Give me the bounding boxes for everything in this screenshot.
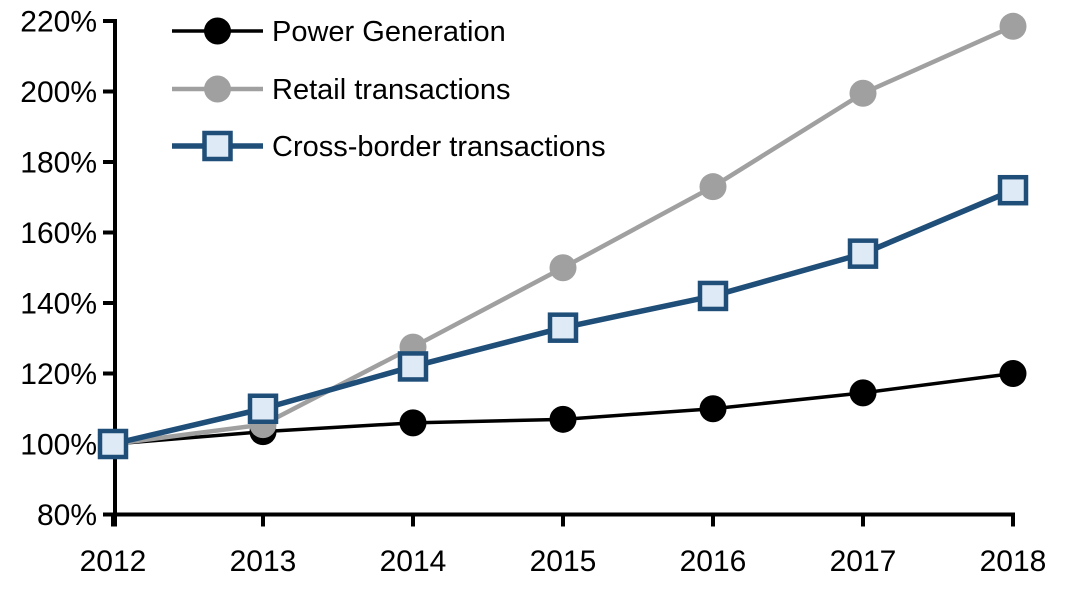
x-tick-label: 2013 [230,545,297,578]
y-tick-label: 160% [20,217,97,250]
legend-square-marker-icon [202,130,233,162]
data-point-square [397,351,429,382]
x-tick-label: 2015 [530,545,597,578]
data-point-square [97,428,129,460]
legend-circle-marker-icon [204,17,231,45]
y-tick-label: 140% [20,288,97,321]
data-point-circle [699,173,727,201]
data-point-circle [549,405,577,433]
data-point-square [547,312,579,343]
data-point-circle [999,360,1027,387]
axes: 80% 100% 120% 140% 160% 180% 200% 220% 2012 2013 2… [20,6,1046,579]
data-point-circle [399,409,427,437]
data-point-circle [699,395,727,423]
y-tick-label: 120% [20,358,97,391]
x-tick-label: 2017 [830,545,897,578]
data-point-square [847,238,879,269]
data-point-square [247,393,279,424]
data-point-square [697,280,729,312]
y-tick-label: 200% [20,76,97,109]
data-point-circle [549,254,577,282]
y-tick-label: 100% [20,429,97,462]
legend: Power Generation Retail transactions Cro… [172,16,606,163]
data-series [97,12,1029,460]
x-tick-label: 2016 [680,545,747,578]
legend-item-cross-border-transactions: Cross-border transactions [172,130,606,163]
x-tick-label: 2012 [80,545,147,578]
data-point-circle [999,12,1027,40]
data-point-circle [849,379,877,407]
x-tick-label: 2018 [980,545,1047,578]
y-tick-label: 180% [20,147,97,180]
data-point-circle [849,79,877,107]
x-tick-label: 2014 [380,545,447,578]
series-0 [99,360,1027,458]
legend-label-cross-border-transactions: Cross-border transactions [272,131,606,163]
y-tick-label: 220% [20,6,97,39]
legend-label-retail-transactions: Retail transactions [272,74,511,106]
legend-label-power-generation: Power Generation [272,16,506,48]
legend-circle-marker-icon [204,75,231,103]
data-point-square [997,174,1029,206]
legend-item-power-generation: Power Generation [172,16,506,48]
series-2 [97,174,1029,460]
y-tick-label: 80% [37,499,97,532]
legend-item-retail-transactions: Retail transactions [172,74,511,106]
